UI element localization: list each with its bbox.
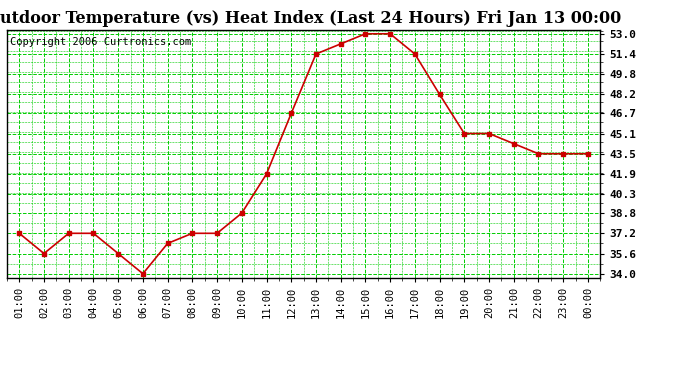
Title: Outdoor Temperature (vs) Heat Index (Last 24 Hours) Fri Jan 13 00:00: Outdoor Temperature (vs) Heat Index (Las…	[0, 10, 621, 27]
Text: Copyright 2006 Curtronics.com: Copyright 2006 Curtronics.com	[10, 38, 191, 47]
